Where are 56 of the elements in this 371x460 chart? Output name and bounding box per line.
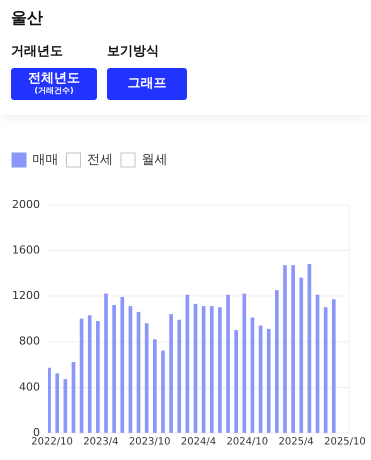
y-tick-label: 1200 bbox=[12, 289, 40, 302]
bar bbox=[332, 299, 336, 433]
bar bbox=[266, 328, 271, 433]
bar bbox=[72, 362, 76, 433]
chart-title: 울산 bbox=[11, 8, 43, 29]
legend-label: 매매 bbox=[32, 152, 58, 168]
year-button: 전체년도 (거래건수) bbox=[11, 68, 97, 100]
bar bbox=[152, 339, 157, 433]
bar bbox=[316, 294, 320, 433]
bar bbox=[194, 304, 198, 433]
bar bbox=[177, 320, 182, 433]
x-tick-label: 2025/4 bbox=[278, 436, 314, 448]
text: 거래년도 bbox=[11, 43, 63, 60]
bar bbox=[226, 294, 230, 433]
bar bbox=[283, 265, 287, 433]
y-tick-label: 1600 bbox=[12, 243, 40, 256]
bar bbox=[48, 368, 51, 433]
bar bbox=[169, 314, 173, 433]
bar bbox=[210, 306, 214, 433]
y-tick-label: 800 bbox=[18, 334, 40, 348]
x-tick-label: 2025/10 bbox=[324, 436, 366, 448]
bar bbox=[299, 278, 304, 433]
bar bbox=[112, 304, 116, 433]
bar bbox=[291, 265, 295, 433]
bar bbox=[186, 294, 190, 433]
bar bbox=[234, 330, 238, 433]
bar bbox=[218, 307, 222, 433]
legend-label: 전세 bbox=[87, 152, 113, 168]
bar bbox=[250, 318, 254, 433]
bar bbox=[258, 326, 262, 433]
bar bbox=[128, 306, 132, 433]
bar bbox=[242, 294, 246, 433]
y-tick-label: 400 bbox=[18, 380, 40, 394]
bar bbox=[96, 320, 100, 433]
bar bbox=[120, 297, 124, 433]
bar bbox=[161, 350, 165, 433]
x-tick-label: 2024/10 bbox=[226, 436, 268, 448]
x-tick-label: 2024/4 bbox=[180, 436, 216, 448]
bar bbox=[275, 290, 279, 433]
bar bbox=[144, 323, 149, 433]
bar bbox=[308, 264, 312, 433]
bar bbox=[64, 379, 68, 433]
x-tick-label: 2023/10 bbox=[128, 436, 170, 448]
text: 보기방식 bbox=[107, 43, 159, 60]
bar bbox=[55, 373, 60, 433]
view-button: 그래프 bbox=[107, 68, 187, 100]
bar bbox=[202, 306, 206, 433]
bar bbox=[136, 312, 140, 433]
legend-label: 월세 bbox=[142, 152, 168, 168]
bar bbox=[104, 294, 108, 433]
bar bbox=[324, 307, 328, 433]
x-tick-label: 2022/10 bbox=[31, 436, 73, 448]
bar bbox=[80, 318, 84, 433]
x-tick-label: 2023/4 bbox=[83, 436, 118, 448]
bar bbox=[88, 315, 92, 433]
y-tick-label: 2000 bbox=[12, 198, 40, 211]
